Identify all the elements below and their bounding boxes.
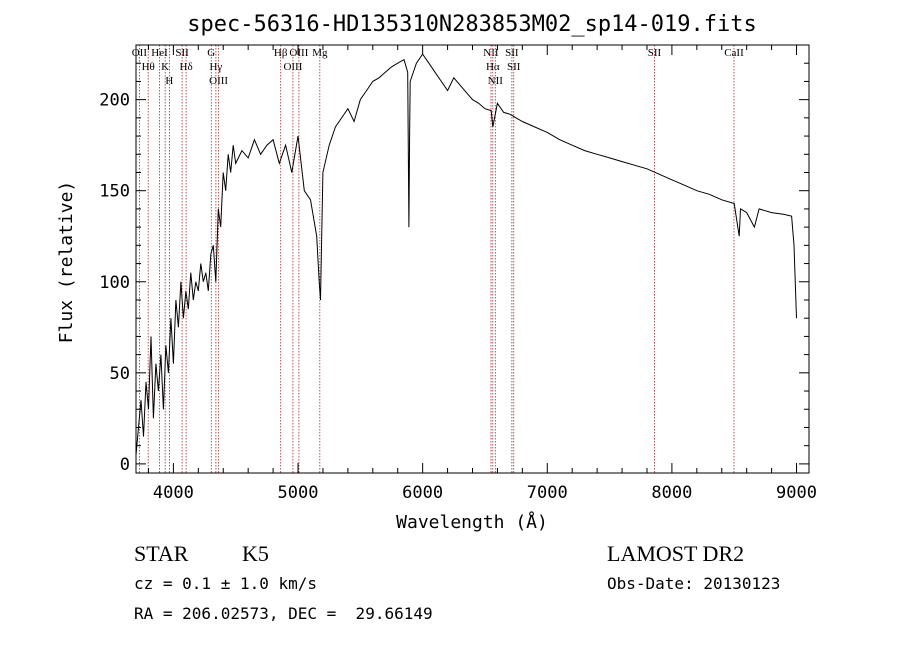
y-tick-label: 50 (110, 364, 130, 384)
line-marker-label: H (165, 75, 173, 87)
line-marker-label: OIII (209, 75, 228, 87)
line-marker-label: HeI (151, 47, 168, 59)
y-tick-label: 200 (99, 91, 130, 111)
y-tick-label: 100 (99, 273, 130, 293)
line-marker-label: Hα (486, 61, 500, 73)
y-tick-label: 150 (99, 182, 130, 202)
line-marker-label: OIII (289, 47, 308, 59)
x-tick-label: 7000 (527, 483, 568, 503)
x-tick-label: 4000 (153, 483, 194, 503)
line-marker-label: SII (507, 61, 521, 73)
object-type: STAR (134, 541, 189, 566)
axis-ticks: 4000 5000 6000 7000 8000 9000 0 50 100 150 200 (99, 45, 817, 503)
x-tick-label: 5000 (278, 483, 319, 503)
line-marker-label: Mg (312, 47, 328, 59)
plot-frame (135, 44, 810, 474)
line-marker-label: OII (132, 47, 148, 59)
redshift-cz: cz = 0.1 ± 1.0 km/s (134, 574, 317, 593)
obs-date: Obs-Date: 20130123 (607, 574, 780, 593)
x-axis-label: Wavelength (Å) (396, 511, 548, 533)
spectrum-line-0 (135, 53, 797, 455)
line-marker-label: SII (175, 47, 189, 59)
line-marker-label: Hθ (142, 61, 155, 73)
line-marker-label: NII (488, 75, 504, 87)
x-tick-label: 8000 (651, 483, 692, 503)
line-marker-label: SII (505, 47, 519, 59)
line-marker-label: NII (483, 47, 499, 59)
line-marker-label: OIII (283, 61, 302, 73)
line-marker-label: Hδ (180, 61, 193, 73)
line-marker-label: Hγ (209, 61, 222, 73)
x-tick-label: 6000 (402, 483, 443, 503)
x-tick-label: 9000 (776, 483, 817, 503)
object-subclass: K5 (242, 541, 269, 566)
line-marker-label: SII (648, 47, 662, 59)
y-tick-label: 0 (120, 455, 130, 475)
line-marker-label: K (161, 61, 169, 73)
spectrum-series (135, 53, 797, 455)
line-marker-label: Hβ (274, 47, 288, 59)
y-axis-label: Flux (relative) (56, 181, 77, 344)
coordinates: RA = 206.02573, DEC = 29.66149 (134, 604, 433, 623)
survey-name: LAMOST DR2 (607, 541, 744, 566)
chart-title: spec-56316-HD135310N283853M02_sp14-019.f… (187, 12, 757, 37)
line-marker-label: CaII (724, 47, 744, 59)
line-marker-label: G (207, 47, 215, 59)
